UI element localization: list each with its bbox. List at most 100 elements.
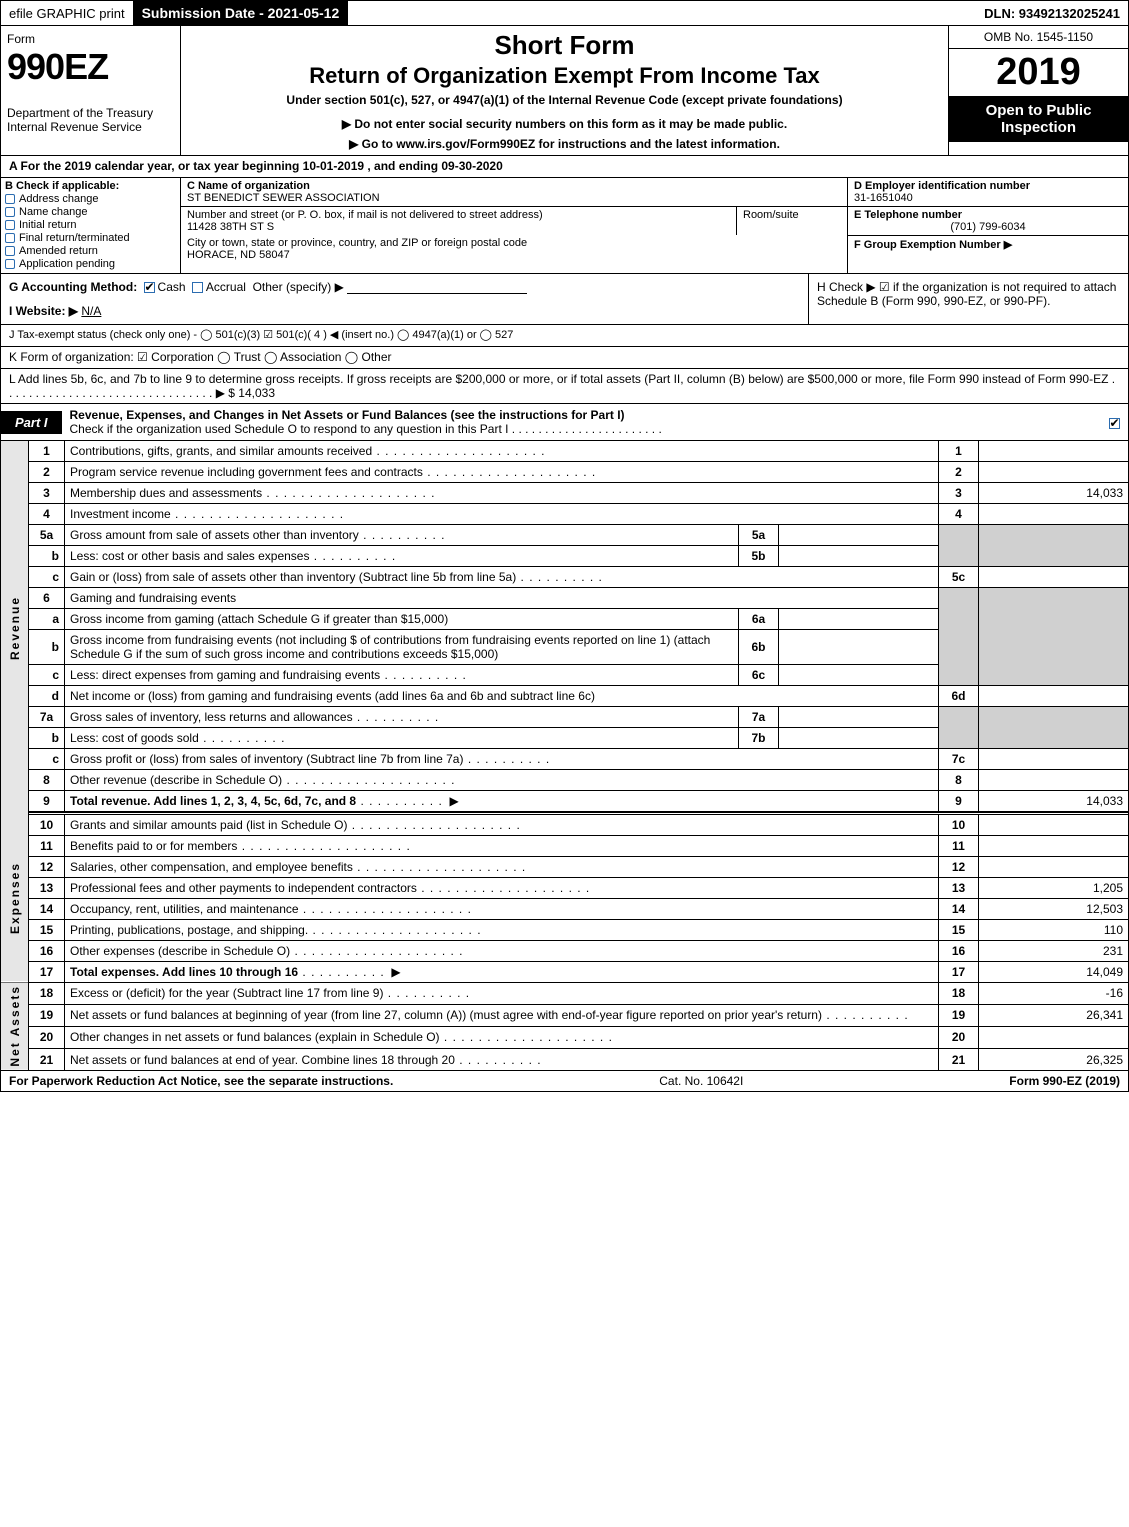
desc-4: Investment income — [70, 507, 344, 521]
submission-date-button[interactable]: Submission Date - 2021-05-12 — [134, 1, 349, 25]
amt-12 — [979, 856, 1129, 877]
ln-15: 15 — [29, 919, 65, 940]
mini-7b: 7b — [739, 728, 779, 749]
ln-20: 20 — [29, 1026, 65, 1048]
row-l-text: L Add lines 5b, 6c, and 7b to line 9 to … — [9, 372, 1115, 400]
desc-18: Excess or (deficit) for the year (Subtra… — [70, 986, 470, 1000]
miniamt-6c — [779, 665, 939, 686]
street-label: Number and street (or P. O. box, if mail… — [187, 209, 543, 221]
ln-4: 4 — [29, 504, 65, 525]
coln-4: 4 — [939, 504, 979, 525]
desc-6b: Gross income from fundraising events (no… — [65, 630, 739, 665]
coln-10: 10 — [939, 814, 979, 835]
amt-9: 14,033 — [979, 791, 1129, 813]
ln-5c: c — [29, 567, 65, 588]
g-label: G Accounting Method: — [9, 280, 137, 294]
ln-10: 10 — [29, 814, 65, 835]
desc-13: Professional fees and other payments to … — [70, 881, 590, 895]
row-h: H Check ▶ ☑ if the organization is not r… — [808, 274, 1128, 324]
desc-19: Net assets or fund balances at beginning… — [70, 1008, 909, 1022]
ln-13: 13 — [29, 877, 65, 898]
cat-no: Cat. No. 10642I — [393, 1074, 1009, 1088]
coln-17: 17 — [939, 961, 979, 982]
chk-cash[interactable] — [144, 282, 155, 293]
part1-tab: Part I — [1, 411, 62, 434]
chk-amended-return[interactable]: Amended return — [5, 245, 176, 257]
accrual-label: Accrual — [206, 280, 246, 294]
amt-2 — [979, 462, 1129, 483]
box-b-title: B Check if applicable: — [5, 180, 176, 192]
ln-18: 18 — [29, 982, 65, 1004]
row-j: J Tax-exempt status (check only one) - ◯… — [0, 325, 1129, 347]
return-title: Return of Organization Exempt From Incom… — [189, 63, 940, 89]
amt-8 — [979, 770, 1129, 791]
city-value: HORACE, ND 58047 — [187, 249, 290, 261]
website-value: N/A — [81, 304, 101, 318]
ln-1: 1 — [29, 441, 65, 462]
mini-6c: 6c — [739, 665, 779, 686]
coln-7c: 7c — [939, 749, 979, 770]
desc-10: Grants and similar amounts paid (list in… — [70, 818, 521, 832]
ln-14: 14 — [29, 898, 65, 919]
city-label: City or town, state or province, country… — [187, 237, 527, 249]
chk-accrual[interactable] — [192, 282, 203, 293]
paperwork-notice: For Paperwork Reduction Act Notice, see … — [9, 1074, 393, 1088]
coln-5c: 5c — [939, 567, 979, 588]
under-section: Under section 501(c), 527, or 4947(a)(1)… — [189, 93, 940, 107]
goto-link[interactable]: ▶ Go to www.irs.gov/Form990EZ for instru… — [189, 137, 940, 151]
desc-1: Contributions, gifts, grants, and simila… — [70, 444, 546, 458]
open-public-badge: Open to Public Inspection — [949, 96, 1128, 142]
desc-2: Program service revenue including govern… — [70, 465, 596, 479]
chk-final-return[interactable]: Final return/terminated — [5, 232, 176, 244]
miniamt-5b — [779, 546, 939, 567]
row-l: L Add lines 5b, 6c, and 7b to line 9 to … — [0, 369, 1129, 404]
no-ssn-note: ▶ Do not enter social security numbers o… — [189, 117, 940, 131]
mini-7a: 7a — [739, 707, 779, 728]
ln-16: 16 — [29, 940, 65, 961]
form-number: 990EZ — [7, 46, 174, 88]
i-label: I Website: ▶ — [9, 304, 78, 318]
amt-16: 231 — [979, 940, 1129, 961]
part1-schedule-o-check[interactable] — [1100, 415, 1128, 430]
amt-5c — [979, 567, 1129, 588]
chk-initial-return[interactable]: Initial return — [5, 219, 176, 231]
cash-label: Cash — [158, 280, 186, 294]
info-grid: B Check if applicable: Address change Na… — [0, 178, 1129, 274]
chk-name-change[interactable]: Name change — [5, 206, 176, 218]
amt-13: 1,205 — [979, 877, 1129, 898]
miniamt-7a — [779, 707, 939, 728]
ln-7b: b — [29, 728, 65, 749]
box-def: D Employer identification number 31-1651… — [848, 178, 1128, 273]
omb-number: OMB No. 1545-1150 — [949, 26, 1128, 49]
desc-17: Total expenses. Add lines 10 through 16 — [70, 965, 298, 979]
chk-application-pending[interactable]: Application pending — [5, 258, 176, 270]
amt-18: -16 — [979, 982, 1129, 1004]
amt-20 — [979, 1026, 1129, 1048]
desc-15: Printing, publications, postage, and shi… — [70, 923, 482, 937]
ein-label: D Employer identification number — [854, 180, 1030, 192]
ln-17: 17 — [29, 961, 65, 982]
part1-header: Part I Revenue, Expenses, and Changes in… — [0, 404, 1129, 441]
part1-table: Revenue 1 Contributions, gifts, grants, … — [0, 441, 1129, 1071]
top-bar: efile GRAPHIC print Submission Date - 20… — [0, 0, 1129, 26]
amt-19: 26,341 — [979, 1004, 1129, 1026]
coln-8: 8 — [939, 770, 979, 791]
amt-17: 14,049 — [979, 961, 1129, 982]
ln-6c: c — [29, 665, 65, 686]
row-k: K Form of organization: ☑ Corporation ◯ … — [0, 347, 1129, 369]
efile-print-label[interactable]: efile GRAPHIC print — [1, 1, 134, 25]
page-footer: For Paperwork Reduction Act Notice, see … — [0, 1071, 1129, 1092]
other-specify-field[interactable] — [347, 280, 527, 294]
form-ref: Form 990-EZ (2019) — [1009, 1074, 1120, 1088]
other-label: Other (specify) ▶ — [253, 280, 344, 294]
coln-1: 1 — [939, 441, 979, 462]
room-suite-label: Room/suite — [737, 207, 847, 235]
coln-13: 13 — [939, 877, 979, 898]
mini-6b: 6b — [739, 630, 779, 665]
ln-9: 9 — [29, 791, 65, 813]
header-mid: Short Form Return of Organization Exempt… — [181, 26, 948, 155]
box-b: B Check if applicable: Address change Na… — [1, 178, 181, 273]
chk-address-change[interactable]: Address change — [5, 193, 176, 205]
mini-5b: 5b — [739, 546, 779, 567]
tel-value: (701) 799-6034 — [854, 221, 1122, 233]
